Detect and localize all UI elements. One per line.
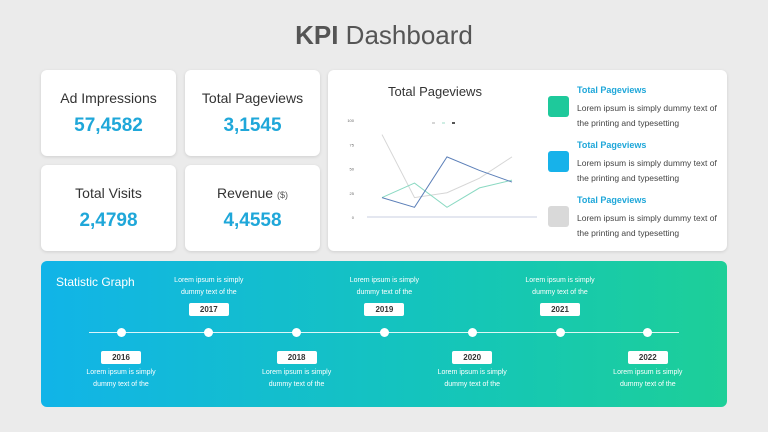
year-description: Lorem ipsum is simply dummy text of the [437, 369, 507, 388]
legend-item: Total Pageviews Lorem ipsum is simply du… [548, 85, 728, 135]
kpi-label: Total Pageviews [201, 90, 304, 106]
chart-legend-markers [432, 111, 462, 129]
timeline-dot [467, 328, 477, 337]
y-tick-label: 75 [350, 142, 355, 147]
legend-swatch [548, 96, 569, 117]
kpi-label: Revenue ($) [185, 185, 320, 201]
kpi-value: 57,4582 [74, 115, 143, 136]
legend-item: Total Pageviews Lorem ipsum is simply du… [548, 140, 728, 190]
y-tick-label: 0 [352, 215, 355, 220]
legend-marker [452, 122, 455, 124]
series-line-1 [381, 134, 513, 199]
series-line-2 [381, 179, 513, 208]
year-label: 2019 [364, 303, 405, 316]
kpi-card-total-pageviews: Total Pageviews 3,1545 [185, 70, 320, 156]
y-tick-label: 50 [350, 167, 355, 172]
pageviews-chart-card: Total Pageviews 0 25 50 75 100 Total Pagevie… [328, 70, 727, 251]
year-description: Lorem ipsum is simply dummy text of the [525, 277, 595, 296]
timeline-dot [292, 328, 302, 337]
timeline-dot [379, 328, 389, 337]
year-label: 2018 [276, 351, 317, 364]
page-title: KPI Dashboard [0, 20, 768, 51]
line-chart: 0 25 50 75 100 [347, 118, 537, 220]
kpi-label: Ad Impressions [60, 90, 157, 106]
kpi-value: 2,4798 [79, 210, 138, 231]
kpi-value: 3,1545 [223, 115, 282, 136]
kpi-label: Total Visits [75, 185, 142, 201]
year-description: Lorem ipsum is simply dummy text of the [613, 369, 683, 388]
timeline-dot [116, 328, 126, 337]
title-rest: Dashboard [338, 20, 473, 50]
legend-title: Total Pageviews [577, 85, 647, 95]
series-line-3 [381, 156, 513, 208]
y-tick-label: 100 [347, 118, 354, 123]
legend-item: Total Pageviews Lorem ipsum is simply du… [548, 195, 728, 245]
year-description: Lorem ipsum is simply dummy text of the [86, 369, 156, 388]
title-bold: KPI [295, 20, 339, 50]
kpi-card-revenue: Revenue ($) 4,4558 [185, 165, 320, 251]
year-description: Lorem ipsum is simply dummy text of the [174, 277, 244, 296]
legend-title: Total Pageviews [577, 140, 647, 150]
timeline-dot [204, 328, 214, 337]
kpi-card-ad-impressions: Ad Impressions 57,4582 [41, 70, 176, 156]
statistic-graph-panel: Statistic Graph 2016 Lorem ipsum is simpl… [41, 261, 727, 407]
statistic-title: Statistic Graph [56, 275, 135, 289]
legend-marker [432, 122, 435, 124]
timeline-dot [555, 328, 565, 337]
kpi-label-text: Revenue [217, 185, 274, 201]
timeline-dot [643, 328, 653, 337]
y-tick-label: 25 [350, 191, 355, 196]
legend-text: Lorem ipsum is simply dummy text of the … [577, 158, 717, 183]
legend-title: Total Pageviews [577, 195, 647, 205]
legend-swatch [548, 206, 569, 227]
kpi-unit: ($) [276, 190, 288, 200]
year-label: 2017 [188, 303, 229, 316]
legend-text: Lorem ipsum is simply dummy text of the … [577, 103, 717, 128]
year-label: 2021 [540, 303, 580, 316]
kpi-value: 4,4558 [223, 210, 282, 231]
legend-marker [442, 122, 445, 124]
year-label: 2016 [101, 351, 141, 364]
year-label: 2022 [627, 351, 668, 364]
kpi-card-total-visits: Total Visits 2,4798 [41, 165, 176, 251]
legend-swatch [548, 151, 569, 172]
chart-title: Total Pageviews [388, 84, 482, 99]
year-description: Lorem ipsum is simply dummy text of the [349, 277, 420, 296]
year-label: 2020 [452, 351, 493, 364]
year-description: Lorem ipsum is simply dummy text of the [261, 369, 332, 388]
legend-text: Lorem ipsum is simply dummy text of the … [577, 213, 717, 238]
